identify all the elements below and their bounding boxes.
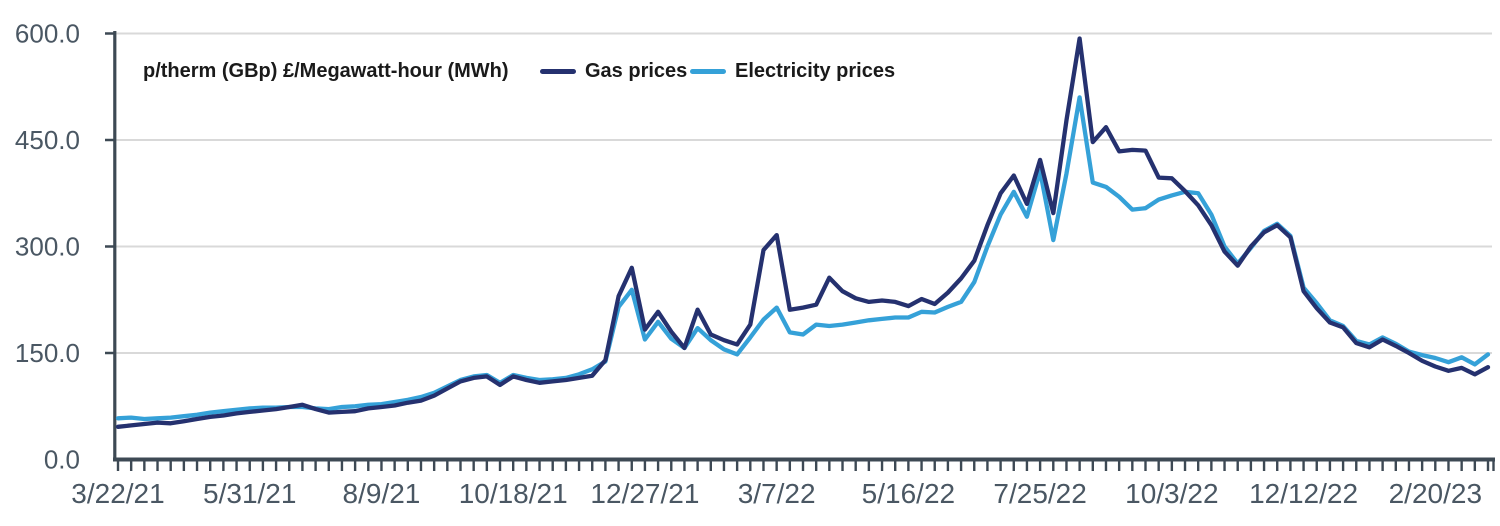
x-tick-label: 7/25/22 [993,478,1086,509]
y-tick-label: 150.0 [15,338,80,368]
gas-legend-label: Gas prices [585,59,688,82]
x-tick-label: 2/20/23 [1389,478,1482,509]
x-tick-label: 12/12/22 [1249,478,1358,509]
y-tick-label: 0.0 [44,445,80,475]
gas-line-swatch [540,68,576,74]
axis-units-label: p/therm (GBp) £/Megawatt-hour (MWh) [143,59,509,82]
legend-item-gas: Gas prices [540,59,687,83]
gas-price-line [115,36,1491,429]
y-tick-label: 600.0 [15,19,80,49]
x-tick-label: 5/16/22 [862,478,955,509]
y-tick-label: 300.0 [15,232,80,262]
x-tick-label: 3/7/22 [738,478,816,509]
x-tick-label: 5/31/21 [203,478,296,509]
y-tick-label: 450.0 [15,125,80,155]
x-tick-label: 10/3/22 [1125,478,1218,509]
x-tick-label: 3/22/21 [71,478,164,509]
legend-item-electricity: Electricity prices [690,59,895,83]
electricity-price-line [115,95,1491,422]
x-tick-label: 8/9/21 [343,478,421,509]
x-tick-label: 10/18/21 [459,478,568,509]
electricity-line-swatch [690,68,726,74]
x-tick-label: 12/27/21 [590,478,699,509]
electricity-legend-label: Electricity prices [735,59,896,82]
